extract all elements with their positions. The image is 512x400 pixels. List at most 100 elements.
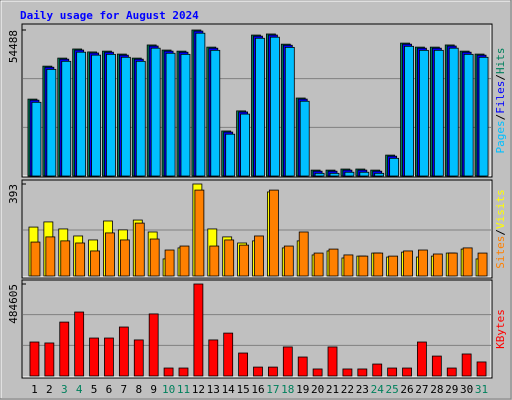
bar <box>313 252 324 277</box>
x-tick-label: 21 <box>326 383 339 396</box>
x-tick-label: 13 <box>207 383 220 396</box>
bar <box>461 353 472 377</box>
bar <box>432 253 443 277</box>
bar <box>149 238 160 277</box>
bar <box>74 311 85 377</box>
bar <box>299 100 310 177</box>
bar <box>476 361 487 377</box>
x-tick-label: 12 <box>192 383 205 396</box>
x-tick-label: 7 <box>121 383 128 396</box>
bar <box>447 252 458 277</box>
x-tick-label: 8 <box>135 383 142 396</box>
x-tick-label: 16 <box>251 383 264 396</box>
x-tick-label: 17 <box>266 383 279 396</box>
x-tick-label: 27 <box>415 383 428 396</box>
legend-entry: Hits <box>494 48 507 75</box>
bar <box>283 245 294 277</box>
bar <box>239 244 249 277</box>
bar <box>282 346 293 377</box>
bar <box>462 247 473 277</box>
x-tick-label: 26 <box>400 383 413 396</box>
bar <box>76 51 87 177</box>
bar <box>312 368 323 377</box>
bar <box>404 45 414 177</box>
x-tick-label: 11 <box>177 383 190 396</box>
y-tick-label: 54488 <box>7 30 20 63</box>
bar <box>164 249 175 277</box>
bar <box>194 189 205 277</box>
bar <box>253 366 263 377</box>
bar <box>59 321 70 377</box>
bar <box>342 368 353 377</box>
bar <box>448 47 459 177</box>
bar <box>240 113 250 177</box>
bar <box>75 242 86 277</box>
bar <box>297 356 308 377</box>
bar <box>31 101 42 177</box>
bar <box>387 367 398 377</box>
panel <box>21 279 493 379</box>
bar <box>134 222 145 277</box>
bar <box>358 255 369 277</box>
legend-separator: / <box>494 114 507 121</box>
bar <box>403 250 413 277</box>
bar <box>372 363 383 377</box>
bar <box>91 54 101 177</box>
bar <box>268 366 278 377</box>
x-tick-label: 18 <box>281 383 294 396</box>
bar <box>61 60 72 177</box>
bar <box>343 254 354 277</box>
x-tick-label: 9 <box>150 383 157 396</box>
bar <box>329 172 340 177</box>
x-tick-label: 15 <box>236 383 249 396</box>
bar <box>193 283 204 377</box>
bar <box>359 171 370 177</box>
bar <box>402 367 412 377</box>
legend: KBytes <box>494 309 507 349</box>
bar <box>120 56 131 177</box>
bar <box>89 337 99 377</box>
bar <box>223 332 234 377</box>
bar <box>105 232 115 277</box>
x-tick-label: 19 <box>296 383 309 396</box>
bar <box>388 255 399 277</box>
x-tick-label: 10 <box>162 383 175 396</box>
x-tick-label: 29 <box>445 383 458 396</box>
legend-separator: / <box>494 74 507 81</box>
bar <box>30 241 41 277</box>
bar <box>389 157 400 177</box>
x-tick-label: 25 <box>386 383 399 396</box>
bar <box>298 231 309 277</box>
bar <box>418 249 428 277</box>
bar <box>327 346 338 377</box>
bar <box>374 172 385 177</box>
bar <box>46 68 57 177</box>
legend-entry: Files <box>494 81 507 114</box>
bar <box>45 236 56 277</box>
bar <box>254 235 264 277</box>
x-tick-label: 14 <box>222 383 236 396</box>
bar <box>106 53 116 177</box>
x-tick-label: 24 <box>371 383 385 396</box>
x-tick-label: 3 <box>61 383 68 396</box>
legend: Sites/Visits <box>494 189 507 269</box>
x-tick-label: 30 <box>460 383 473 396</box>
legend: Pages/Files/Hits <box>494 48 507 154</box>
bar <box>150 47 161 177</box>
bar <box>44 342 55 377</box>
bar <box>373 252 384 277</box>
bar <box>133 339 144 377</box>
bar <box>224 239 235 277</box>
x-tick-label: 28 <box>430 383 443 396</box>
y-tick-label: 484605 <box>7 284 20 324</box>
bar <box>431 355 442 377</box>
bar <box>477 252 488 277</box>
legend-entry: KBytes <box>494 309 507 349</box>
legend-entry: Sites <box>494 236 507 269</box>
bar <box>284 46 295 177</box>
bar <box>163 367 174 377</box>
bar <box>225 133 236 177</box>
x-tick-label: 20 <box>311 383 324 396</box>
